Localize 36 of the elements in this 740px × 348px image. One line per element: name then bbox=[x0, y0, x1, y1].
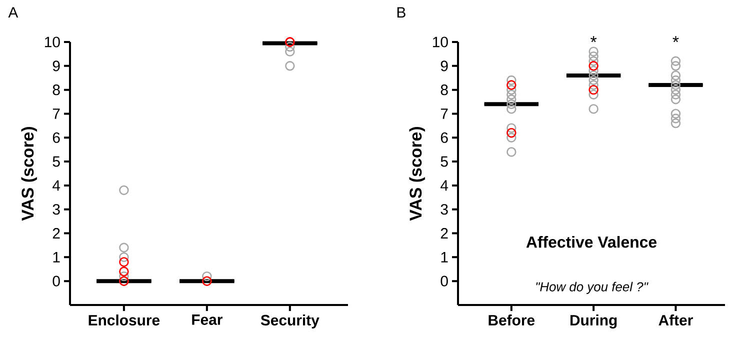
x-tick-label: After bbox=[658, 314, 693, 326]
y-tick-label: 3 bbox=[52, 204, 60, 215]
y-tick-label: 6 bbox=[52, 132, 60, 143]
x-tick-label: Fear bbox=[192, 314, 222, 325]
x-tick-label: Before bbox=[488, 314, 535, 326]
y-tick-label: 8 bbox=[52, 84, 60, 96]
y-tick-label: 0 bbox=[52, 276, 60, 286]
y-tick-label: 7 bbox=[52, 108, 60, 119]
chart-title: B bbox=[397, 7, 406, 18]
y-tick-label: 1 bbox=[441, 252, 448, 262]
chart-title: A bbox=[8, 7, 18, 18]
annotation: * bbox=[672, 36, 679, 42]
x-tick-label: Enclosure bbox=[88, 314, 160, 326]
annotation: Affective Valence bbox=[526, 236, 657, 248]
y-tick-label: 10 bbox=[433, 36, 448, 48]
annotation: "How do you feel ?" bbox=[536, 282, 648, 294]
y-tick-label: 6 bbox=[440, 132, 448, 143]
y-tick-label: 2 bbox=[52, 228, 60, 238]
y-tick-label: 7 bbox=[440, 108, 448, 119]
y-tick-label: 3 bbox=[440, 204, 448, 215]
y-tick-label: 9 bbox=[52, 60, 60, 72]
y-tick-label: 4 bbox=[52, 180, 60, 191]
x-tick-label: During bbox=[570, 314, 617, 329]
annotation: * bbox=[590, 36, 597, 42]
y-tick-label: 9 bbox=[440, 60, 448, 72]
y-tick-label: 5 bbox=[52, 156, 60, 167]
y-tick-label: 8 bbox=[440, 84, 448, 96]
y-tick-label: 1 bbox=[53, 252, 60, 262]
y-tick-label: 2 bbox=[440, 228, 448, 238]
y-axis-title: VAS (score) bbox=[21, 126, 38, 221]
y-tick-label: 10 bbox=[45, 36, 60, 48]
y-tick-label: 4 bbox=[440, 180, 448, 191]
x-tick-label: Security bbox=[260, 314, 320, 328]
y-tick-label: 0 bbox=[440, 276, 448, 286]
y-tick-label: 5 bbox=[440, 156, 448, 167]
y-axis-title: VAS (score) bbox=[409, 126, 426, 221]
